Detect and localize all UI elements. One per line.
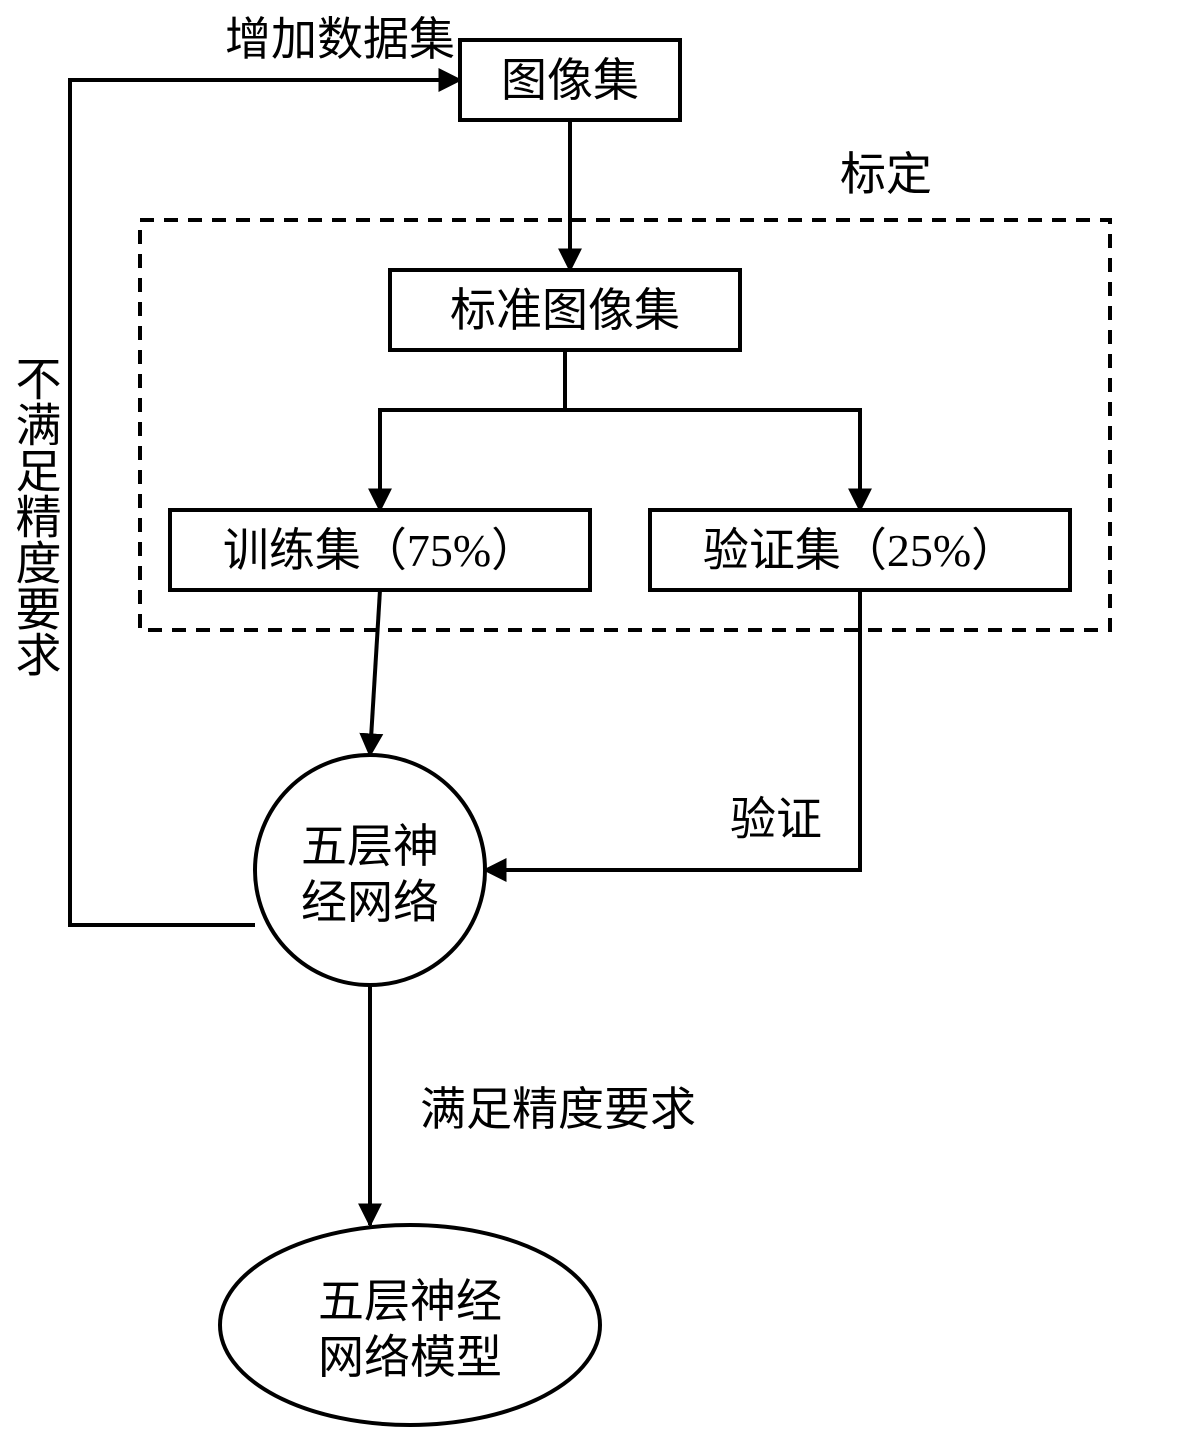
svg-text:增加数据集: 增加数据集 [225, 14, 455, 65]
svg-text:标定: 标定 [840, 149, 932, 200]
svg-text:验证集（25%）: 验证集（25%） [703, 525, 1017, 576]
edge-train-to-nn [370, 590, 380, 755]
svg-text:经网络: 经网络 [301, 877, 439, 928]
svg-text:验证: 验证 [730, 794, 822, 845]
svg-text:标准图像集: 标准图像集 [450, 285, 680, 336]
svg-text:五层神经: 五层神经 [318, 1276, 502, 1327]
edge-standard-to-val [565, 410, 860, 510]
svg-text:五层神: 五层神 [301, 821, 439, 872]
svg-text:满足精度要求: 满足精度要求 [420, 1084, 696, 1135]
svg-text:训练集（75%）: 训练集（75%） [223, 525, 537, 576]
feedback-vertical-label: 不满足精度要求 [10, 355, 61, 677]
svg-text:图像集: 图像集 [501, 55, 639, 106]
svg-text:网络模型: 网络模型 [318, 1332, 502, 1383]
edge-standard-to-train [380, 350, 565, 510]
